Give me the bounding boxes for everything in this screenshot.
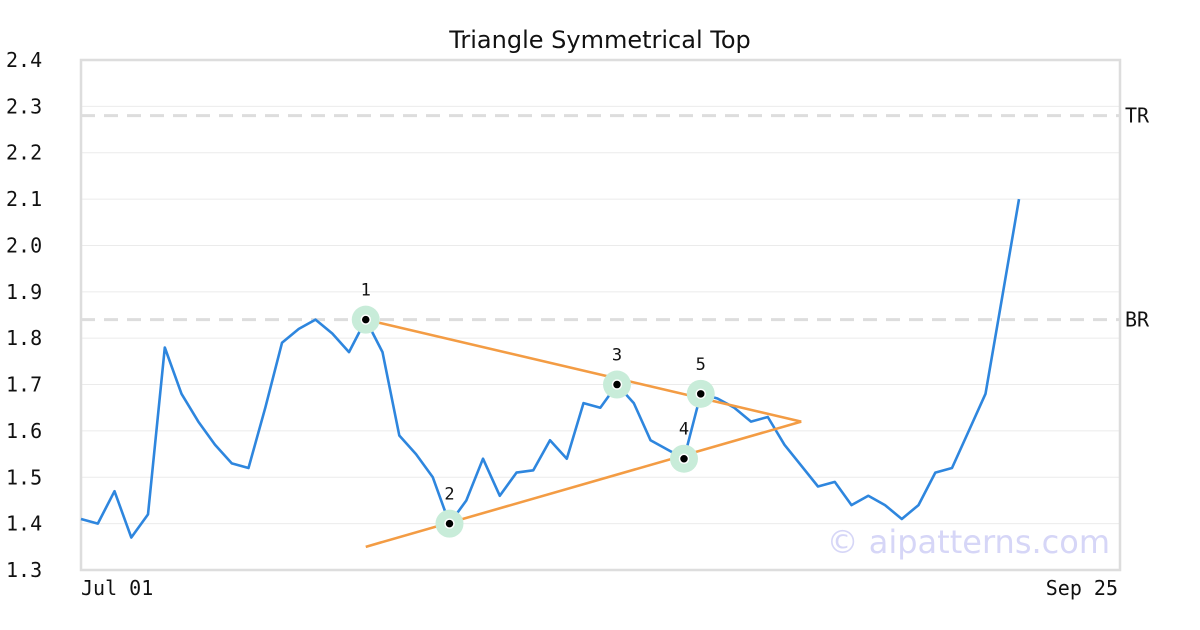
pivot-dot: [695, 388, 706, 400]
y-tick-label: 2.3: [6, 94, 42, 118]
y-tick-label: 1.6: [6, 419, 42, 443]
price-line: [80, 198, 1021, 539]
y-tick-label: 1.7: [6, 373, 42, 397]
triangle-lines: [365, 318, 802, 549]
pivot-label: 5: [696, 355, 706, 375]
reference-lines: TR BR: [81, 104, 1150, 332]
pivot-label: 1: [361, 281, 371, 301]
y-tick-label: 1.5: [6, 465, 42, 489]
upper-trendline: [365, 318, 802, 423]
pivot-markers: 1 2 3 4 5: [351, 281, 715, 538]
reference-label-tr: TR: [1125, 104, 1150, 128]
x-tick-end: Sep 25: [1046, 576, 1118, 600]
pivot-label: 4: [679, 420, 689, 440]
reference-label-br: BR: [1125, 308, 1150, 332]
pivot-dot: [611, 379, 623, 390]
pivot-dot: [444, 518, 455, 529]
price-series: [80, 198, 1021, 539]
watermark: © aipatterns.com: [827, 523, 1110, 561]
x-tick-start: Jul 01: [81, 576, 153, 600]
y-tick-label: 1.9: [6, 280, 42, 304]
pivot-label: 3: [612, 346, 622, 366]
y-tick-label: 1.3: [6, 558, 42, 582]
chart-title: Triangle Symmetrical Top: [448, 26, 751, 54]
pivot-label: 2: [444, 485, 454, 505]
y-tick-label: 2.2: [6, 141, 42, 165]
y-tick-label: 2.0: [6, 233, 42, 257]
pivot-dot: [678, 453, 690, 464]
y-tick-label: 1.4: [6, 512, 42, 536]
plot-frame: [79, 58, 1122, 572]
y-axis-ticks: 1.3 1.4 1.5 1.6 1.7 1.8 1.9 2.0 2.1 2.2 2.3 2.4: [6, 48, 42, 582]
pivot-dot: [360, 314, 371, 325]
y-tick-label: 2.4: [6, 48, 42, 72]
lower-trendline: [365, 420, 802, 549]
grid: [81, 105, 1120, 525]
y-tick-label: 2.1: [6, 187, 42, 211]
y-tick-label: 1.8: [6, 326, 42, 350]
